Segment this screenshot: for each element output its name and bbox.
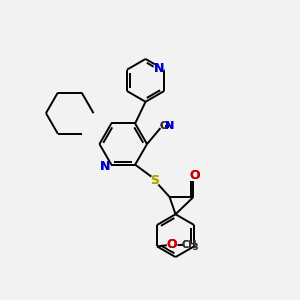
Text: N: N — [100, 160, 110, 172]
Text: N: N — [154, 62, 164, 75]
Text: O: O — [167, 238, 178, 251]
Circle shape — [150, 175, 160, 186]
Text: O: O — [190, 169, 200, 182]
Text: 3: 3 — [193, 243, 198, 252]
Text: O: O — [167, 238, 178, 251]
Text: C: C — [159, 121, 167, 131]
Text: N: N — [154, 62, 164, 75]
Text: C: C — [159, 121, 167, 131]
Text: CH: CH — [181, 240, 196, 250]
Text: CH: CH — [181, 240, 196, 250]
Text: O: O — [190, 169, 200, 182]
Text: 3: 3 — [193, 243, 198, 252]
Circle shape — [167, 239, 178, 250]
Circle shape — [153, 63, 164, 74]
Text: N: N — [165, 121, 175, 131]
Text: N: N — [100, 160, 110, 172]
Text: S: S — [151, 174, 160, 187]
Circle shape — [100, 161, 110, 172]
Text: S: S — [151, 174, 160, 187]
Text: N: N — [165, 121, 175, 131]
Circle shape — [190, 171, 200, 181]
